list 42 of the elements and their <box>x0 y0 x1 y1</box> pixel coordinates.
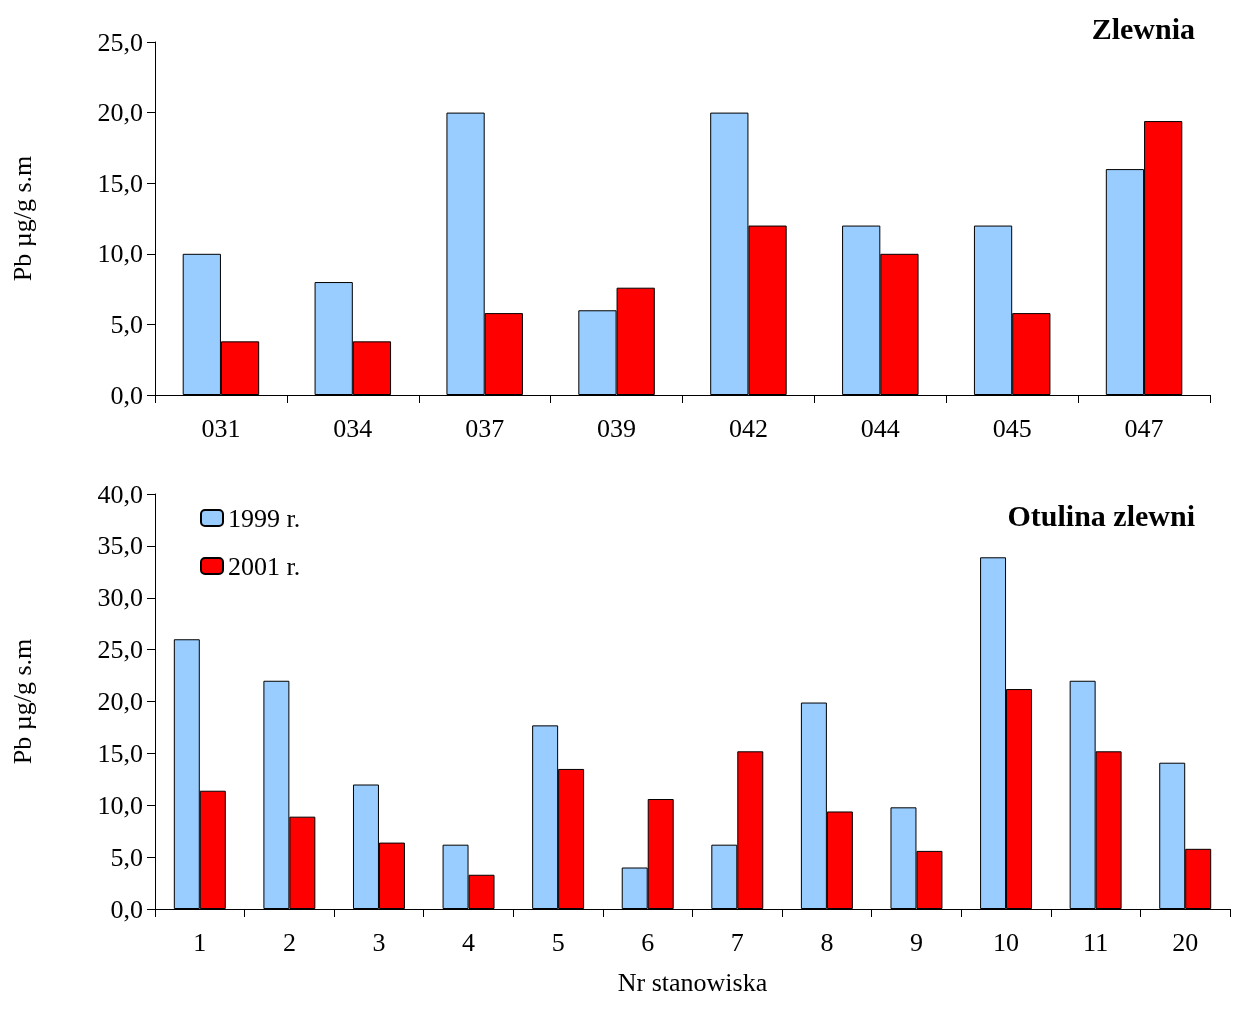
x-axis-title: Nr stanowiska <box>617 967 768 997</box>
legend-label: 1999 r. <box>228 503 301 533</box>
x-tick-label: 9 <box>909 927 923 957</box>
x-tick-label: 2 <box>282 927 296 957</box>
y-tick-label: 0,0 <box>110 380 143 410</box>
y-tick-label: 25,0 <box>97 635 143 665</box>
x-tick-label: 047 <box>1124 413 1164 443</box>
y-tick-label: 15,0 <box>97 738 143 768</box>
y-axis-title: Pb µg/g s.m <box>7 155 37 282</box>
x-tick-label: 034 <box>333 413 373 443</box>
x-tick-label: 045 <box>992 413 1032 443</box>
x-tick-label: 6 <box>641 927 655 957</box>
x-tick-label: 037 <box>465 413 505 443</box>
x-tick-label: 4 <box>462 927 476 957</box>
x-tick-label: 10 <box>993 927 1020 957</box>
x-tick-label: 042 <box>728 413 768 443</box>
x-tick-label: 8 <box>820 927 834 957</box>
x-tick-label: 20 <box>1172 927 1199 957</box>
y-tick-label: 5,0 <box>110 842 143 872</box>
x-tick-label: 5 <box>551 927 565 957</box>
y-tick-label: 0,0 <box>110 894 143 924</box>
y-tick-label: 20,0 <box>97 687 143 716</box>
y-tick-label: 10,0 <box>97 239 143 269</box>
y-tick-label: 30,0 <box>97 583 143 613</box>
y-tick-label: 40,0 <box>97 479 143 509</box>
legend-label: 2001 r. <box>228 551 301 581</box>
x-tick-label: 7 <box>730 927 744 957</box>
x-tick-label: 3 <box>372 927 386 957</box>
y-tick-label: 20,0 <box>97 98 143 128</box>
y-tick-label: 15,0 <box>97 168 143 198</box>
x-tick-label: 1 <box>193 927 207 957</box>
y-tick-label: 25,0 <box>97 27 143 57</box>
x-tick-label: 039 <box>597 413 637 443</box>
x-tick-label: 044 <box>860 413 900 443</box>
y-tick-label: 35,0 <box>97 531 143 561</box>
chart-title: Otulina zlewni <box>1007 498 1195 532</box>
x-tick-label: 031 <box>201 413 241 443</box>
y-tick-label: 5,0 <box>110 309 143 339</box>
y-axis-title: Pb µg/g s.m <box>7 638 37 765</box>
chart-title: Zlewnia <box>1091 11 1196 45</box>
x-tick-label: 11 <box>1083 927 1109 957</box>
y-tick-label: 10,0 <box>97 790 143 820</box>
